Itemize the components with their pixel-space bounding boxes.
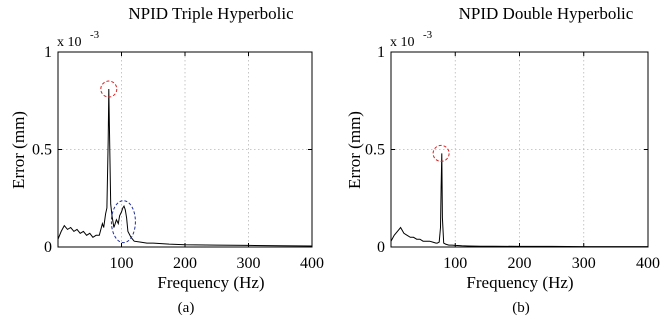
- x-axis-label-b: Frequency (Hz): [466, 273, 573, 292]
- x-tick-label-b-1: 200: [508, 255, 532, 272]
- chart-title-a: NPID Triple Hyperbolic: [128, 4, 294, 23]
- x-tick-label-a-3: 400: [300, 255, 324, 272]
- scale-exponent-b: -3: [423, 29, 433, 41]
- marker-circle-a-0: [100, 80, 118, 98]
- scale-label-a: x 10: [57, 35, 82, 50]
- x-tick-label-b-0: 100: [443, 255, 467, 272]
- grid-b: [391, 52, 648, 247]
- markers-b: [432, 144, 450, 162]
- y-tick-label-a-0: 0: [44, 239, 52, 256]
- x-tick-label-b-3: 400: [636, 255, 660, 272]
- x-tick-label-a-2: 300: [237, 255, 261, 272]
- spectrum-line-a-0: [57, 88, 313, 247]
- x-axis-label-a: Frequency (Hz): [157, 273, 264, 292]
- y-axis-label-b: Error (mm): [345, 111, 364, 189]
- x-tick-label-a-0: 100: [110, 255, 134, 272]
- marker-circle-b-0: [432, 144, 450, 162]
- spectrum-line-b-0: [390, 153, 648, 248]
- scale-label-b: x 10: [390, 35, 415, 50]
- spectrum-series-a: [57, 88, 313, 247]
- chart-panel-b: NPID Double Hyperbolic x 10 -3 Error (mm…: [345, 4, 660, 316]
- scale-exponent-a: -3: [90, 29, 100, 41]
- x-tick-label-a-1: 200: [173, 255, 197, 272]
- ticks-b: 100 200 300 400 0 0.5 1: [365, 44, 660, 272]
- spectrum-series-b: [390, 153, 648, 248]
- y-tick-label-a-2: 1: [44, 44, 52, 61]
- y-axis-label-a: Error (mm): [9, 111, 28, 189]
- chart-panel-a: NPID Triple Hyperbolic x 10 -3 Error (mm…: [9, 4, 324, 316]
- y-tick-label-b-0: 0: [377, 239, 385, 256]
- chart-title-b: NPID Double Hyperbolic: [459, 4, 634, 23]
- y-tick-label-a-1: 0.5: [32, 142, 52, 159]
- y-tick-label-b-1: 0.5: [365, 142, 385, 159]
- grid-a: [58, 52, 312, 247]
- panel-label-a: (a): [178, 300, 195, 316]
- marker-ellipse-a-1: [110, 200, 136, 244]
- y-tick-label-b-2: 1: [377, 44, 385, 61]
- x-tick-label-b-2: 300: [572, 255, 596, 272]
- markers-a: [100, 80, 136, 244]
- ticks-a: 100 200 300 400 0 0.5 1: [32, 44, 324, 272]
- panel-label-b: (b): [512, 300, 530, 316]
